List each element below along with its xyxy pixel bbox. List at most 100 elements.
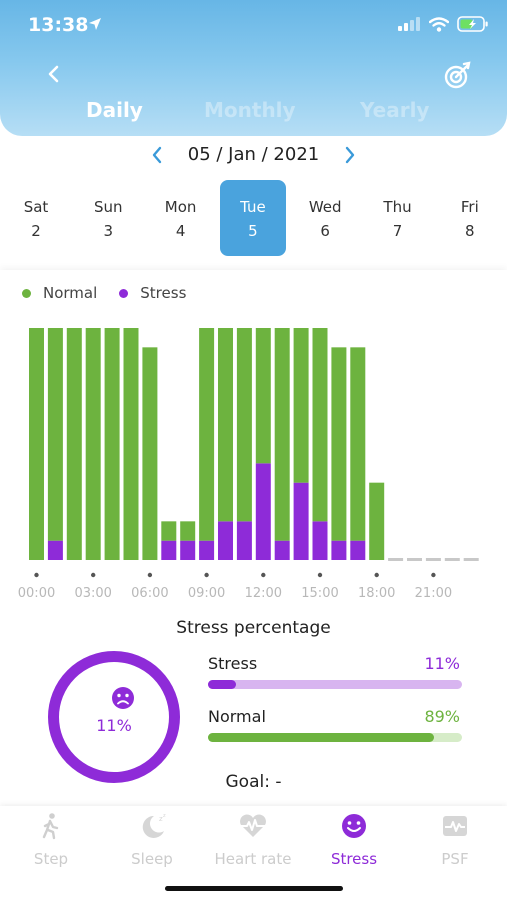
x-tick-label: 00:00 [18,586,55,601]
day-sat[interactable]: Sat 2 [3,180,69,256]
bar-stress [255,463,271,560]
stress-ring: 11% [48,651,180,783]
x-tick-label: 03:00 [74,586,111,601]
day-tue[interactable]: Tue 5 [219,180,286,256]
tabbar-label-heart-rate: Heart rate [214,850,292,868]
goal-target-button[interactable] [443,60,473,90]
day-mon[interactable]: Mon 4 [148,180,214,256]
tabbar-label-stress: Stress [330,850,378,868]
day-name: Mon [164,198,197,216]
period-tabs: Daily Monthly Yearly [0,98,507,130]
day-number: 7 [392,222,403,240]
legend-normal: Normal [22,284,97,302]
sad-face-icon [112,687,134,709]
bar-stress [236,521,252,560]
day-name: Wed [308,198,342,216]
normal-bar-label: Normal [208,707,266,726]
stress-bar-chart: 00:00 03:00 06:00 09:00 12:00 15:00 18:00 21:00 [18,328,479,601]
bar-empty [444,558,460,561]
bar-normal [218,328,233,522]
tabbar-item-heart-rate[interactable]: Heart rate [203,812,303,868]
x-tick-label: 15:00 [301,586,338,601]
bar-normal [66,328,82,560]
x-tick-dot [317,572,323,578]
stress-ring-value: 11% [96,716,132,735]
bar-normal [142,347,158,560]
header: 13:38 Daily Monthly Year [0,0,507,136]
next-date-button[interactable] [343,145,357,165]
tab-daily[interactable]: Daily [86,98,143,122]
day-sun[interactable]: Sun 3 [75,180,141,256]
bar-normal [255,328,271,464]
heart-rate-icon [239,814,267,837]
bar-stress [293,482,309,560]
x-tick-dot [34,572,39,578]
week-selector: Sat 2 Sun 3 Mon 4 Tue 5 Wed 6 Thu 7 Fri 8 [0,180,507,260]
x-tick-label: 06:00 [131,586,168,601]
bar-empty [463,558,479,561]
tabbar-item-sleep[interactable]: z z Sleep [102,812,202,868]
bar-normal [274,328,290,541]
x-tick-dot [147,572,153,578]
bar-normal [350,347,366,541]
day-name: Thu [383,198,412,216]
battery-icon [457,16,488,32]
tabbar-item-step[interactable]: Step [1,812,101,868]
tabbar-label-sleep: Sleep [131,850,173,868]
stress-progress-fill [208,680,236,689]
tabbar-item-stress[interactable]: Stress [304,812,404,868]
tabbar-item-psf[interactable]: PSF [405,812,505,868]
normal-bar-value: 89% [424,707,460,726]
legend-stress-dot [119,288,129,298]
psf-icon [443,816,467,836]
x-tick-label: 18:00 [358,586,395,601]
day-number: 3 [103,222,114,240]
day-fri[interactable]: Fri 8 [437,180,503,256]
status-time: 13:38 [28,14,89,36]
date-navigator: 05 / Jan / 2021 [0,142,507,168]
bar-stress [312,521,328,560]
prev-date-button[interactable] [150,145,164,165]
stress-bar-label: Stress [208,654,258,673]
walk-icon [42,813,59,840]
tab-yearly[interactable]: Yearly [360,98,430,122]
bar-stress [331,540,347,560]
day-name: Sat [23,198,49,216]
x-tick-label: 21:00 [415,586,452,601]
current-date: 05 / Jan / 2021 [187,144,320,165]
goal-text: Goal: - [225,772,282,792]
x-tick-label: 12:00 [245,586,282,601]
bar-stress [218,521,233,560]
day-number: 6 [320,222,330,240]
legend-stress: Stress [119,284,186,302]
tab-monthly[interactable]: Monthly [204,98,296,122]
day-thu[interactable]: Thu 7 [365,180,431,256]
stress-bar-value: 11% [424,654,460,673]
bar-normal [331,347,347,541]
bar-stress [199,540,215,560]
x-tick-label: 09:00 [188,586,225,601]
day-wed[interactable]: Wed 6 [292,180,358,256]
bar-empty [425,558,441,561]
day-name: Sun [94,198,123,216]
legend-normal-label: Normal [43,284,98,302]
normal-progress-fill [208,733,435,742]
x-tick-dot [91,572,96,578]
tabbar-label-psf: PSF [441,850,469,868]
day-name: Tue [240,198,266,216]
back-button[interactable] [42,60,66,88]
chart-legend: Normal Stress [22,284,208,302]
bar-stress [161,540,177,560]
bar-normal [199,328,215,541]
x-tick-dot [431,572,436,578]
stress-chart-card: Normal Stress 00:00 03:00 06:00 09:00 12:00 1… [0,270,507,604]
svg-text:z: z [159,815,163,823]
bar-normal [161,521,177,541]
day-number: 8 [465,222,475,240]
bar-normal [29,328,44,560]
bar-empty [388,558,404,561]
location-arrow-icon [89,18,101,30]
smiley-icon [342,814,366,838]
bar-normal [236,328,252,522]
signal-icon [398,17,420,31]
